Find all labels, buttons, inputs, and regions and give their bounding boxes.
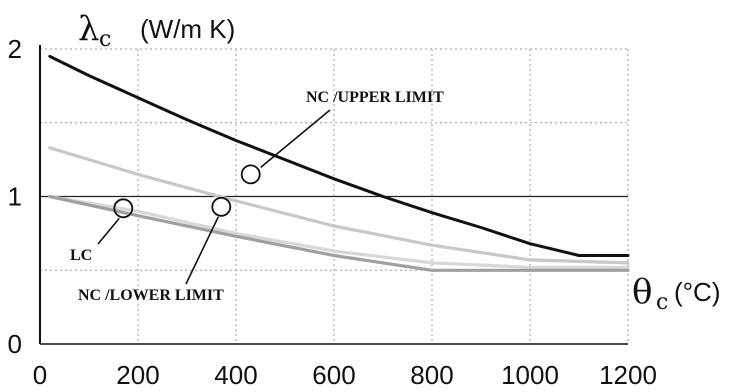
- x-tick-label-4: 800: [410, 360, 453, 390]
- annotation-marker-1: [113, 198, 134, 219]
- x-tick-label-2: 400: [214, 360, 257, 390]
- annotation-leader-2: [185, 216, 220, 285]
- y-tick-label-0: 0: [8, 329, 22, 359]
- annotation-marker-0: [240, 164, 261, 185]
- series-line-1: [48, 146, 630, 265]
- series-line-2: [48, 194, 630, 269]
- annotation-nc-upper-limit: NC /UPPER LIMIT: [306, 89, 444, 106]
- x-tick-label-0: 0: [33, 360, 47, 390]
- annotation-marker-2: [211, 196, 232, 217]
- annotation-layer: [97, 109, 331, 285]
- annotation-leader-0: [260, 109, 331, 168]
- x-tick-label-3: 600: [312, 360, 355, 390]
- annotation-nc-lower-limit: NC /LOWER LIMIT: [78, 287, 224, 304]
- series-line-3: [48, 194, 630, 272]
- y-tick-label-2: 2: [8, 34, 22, 64]
- x-tick-label-1: 200: [116, 360, 159, 390]
- x-axis-subscript: c: [656, 290, 668, 315]
- y-axis-unit: (W/m K): [140, 14, 235, 44]
- annotation-lc: LC: [70, 247, 92, 264]
- x-axis-unit: (°C): [674, 277, 721, 307]
- series-line-0: [48, 54, 630, 257]
- y-tick-label-1: 1: [8, 182, 22, 212]
- y-axis-subscript: c: [99, 27, 111, 52]
- annotation-leader-1: [97, 217, 120, 245]
- x-axis-symbol: θ: [632, 272, 652, 312]
- x-tick-label-6: 1200: [599, 360, 657, 390]
- series-layer: [48, 54, 630, 272]
- axis-layer: 0 200 400 600 800 1000 1200 0 1 2: [8, 34, 657, 390]
- x-tick-label-5: 1000: [501, 360, 559, 390]
- y-axis-symbol: λ: [78, 9, 100, 49]
